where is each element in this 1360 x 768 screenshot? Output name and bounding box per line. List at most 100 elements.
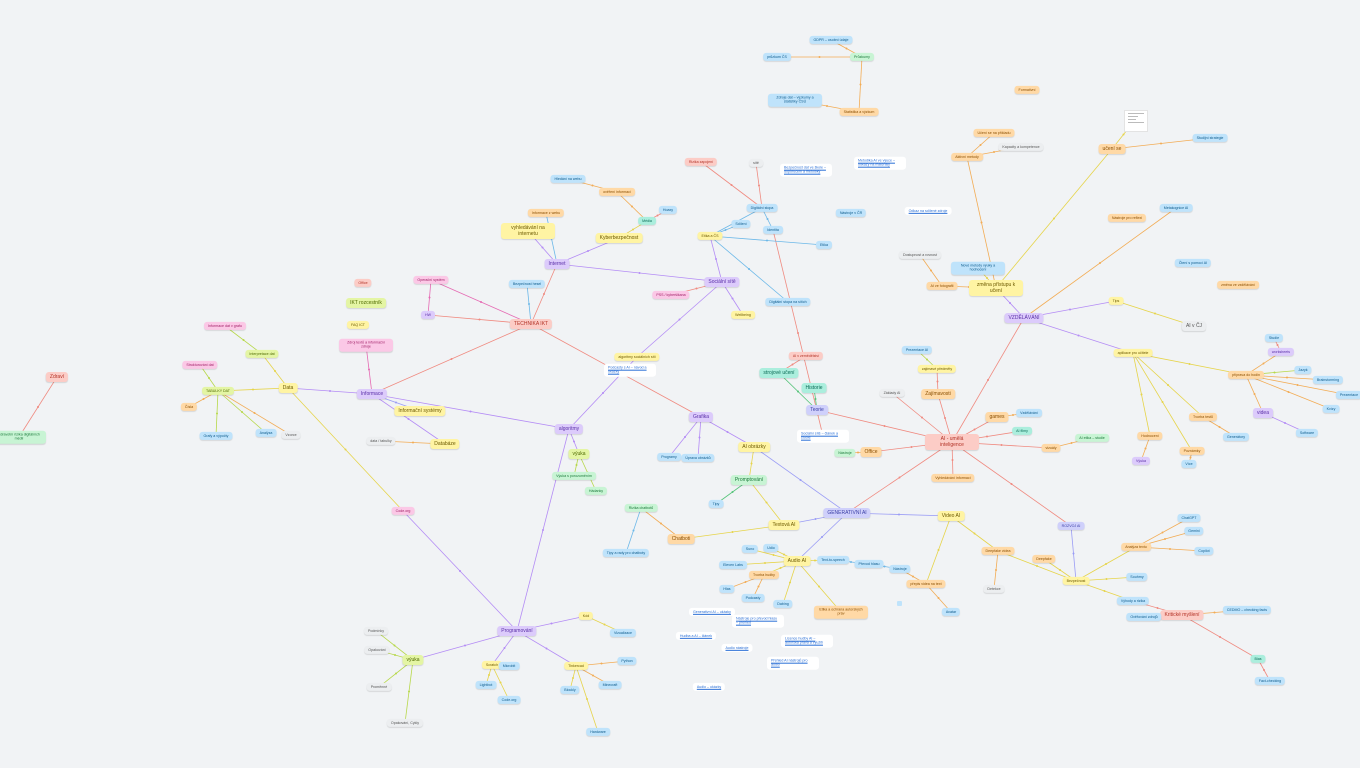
node-deepfake[interactable]: Deepfake (1032, 554, 1056, 564)
node-souhrny[interactable]: Souhrny (1126, 572, 1148, 582)
node-hledani[interactable]: Hledání na webu (550, 174, 586, 184)
node-kod[interactable]: Kód (578, 611, 594, 621)
node-overeni[interactable]: ověření informací (599, 187, 635, 197)
node-zdravrizika[interactable]: Zdravotní rizika digitálních médií (0, 430, 46, 444)
node-faq[interactable]: FAQ ICT (347, 320, 369, 330)
node-tinkercad[interactable]: Tinkercad (564, 661, 588, 671)
node-genai[interactable]: GENERATIVNÍ AI (823, 508, 871, 518)
node-stopasite[interactable]: Digitální stopa na sítích (765, 297, 811, 307)
node-identita[interactable]: Identita (763, 225, 783, 235)
node-internet[interactable]: Internet (544, 259, 570, 269)
node-suno[interactable]: Suno (741, 544, 759, 554)
node-grafika[interactable]: Grafika (688, 412, 714, 422)
link-note[interactable]: Odkaz na sdílené zdroje (904, 206, 952, 216)
node-hadanky[interactable]: Hádanky (584, 486, 608, 496)
node-infsys[interactable]: Informační systémy (394, 406, 446, 416)
node-prompt[interactable]: Promptování (730, 475, 768, 485)
node-cteni[interactable]: Čtení s pomocí AI (1174, 258, 1212, 268)
node-pruzkumcs[interactable]: průzkum ČS (763, 52, 791, 62)
node-struktdat[interactable]: Strukturování dat (182, 360, 218, 370)
node-podcasty[interactable]: Podcasty (741, 593, 765, 603)
node-hoaxy[interactable]: Hoaxy (658, 205, 678, 215)
node-teorie[interactable]: Teorie (806, 405, 828, 415)
node-office0[interactable]: Office (354, 278, 372, 288)
link-note[interactable]: Generativní AI – ukázky (689, 607, 735, 617)
node-apucitel[interactable]: aplikace pro učitele (1113, 348, 1153, 358)
link-note[interactable]: Licence hudby AI – autorská práva a využ… (781, 634, 833, 648)
node-rizchat[interactable]: Rizika chatbotů (624, 503, 658, 513)
node-rizika[interactable]: Rizika zapojení (684, 157, 718, 167)
node-datatab[interactable]: data / tabulky (366, 436, 396, 446)
node-bezpec[interactable]: Bezpečnost (1062, 576, 1090, 586)
node-factcheck[interactable]: Fact-checking (1254, 676, 1286, 686)
empty-node[interactable] (897, 601, 902, 606)
node-chatboti[interactable]: Chatboti (667, 534, 695, 544)
node-kapacity[interactable]: Kapacity a kompetence (998, 142, 1044, 152)
node-etikaaut[interactable]: Etika a ochrana autorských práv (814, 605, 868, 619)
node-codeorg0[interactable]: Code.org (391, 506, 415, 516)
node-python[interactable]: Python (617, 656, 637, 666)
node-strategie[interactable]: Studijní strategie (1192, 133, 1228, 143)
node-upravy[interactable]: Úprava obrázků (681, 453, 715, 463)
link-note[interactable]: Sociální sítě – článek a studie (797, 429, 849, 443)
node-uceniprik[interactable]: Učení se na příkladu (973, 128, 1015, 138)
node-analtext[interactable]: Analýza textu (1121, 542, 1151, 552)
node-nastroje[interactable]: Nástroje (889, 564, 911, 574)
link-note[interactable]: Přehled AI nástrojů pro audio (767, 656, 819, 670)
node-algoritmy[interactable]: algoritmy (554, 424, 584, 434)
node-brainst[interactable]: Brainstorming (1312, 375, 1344, 385)
node-overzdroj[interactable]: Ověřování zdrojů (1126, 612, 1162, 622)
node-studie[interactable]: Studie (1264, 333, 1284, 343)
node-vizualy[interactable]: vizuály (1041, 443, 1061, 453)
node-prevod[interactable]: Převod hlasu (854, 559, 884, 569)
image-thumbnail[interactable] (1124, 110, 1148, 132)
node-programy[interactable]: Programy (657, 452, 681, 462)
node-historie[interactable]: Historie (801, 383, 827, 393)
node-vyuka1[interactable]: výuka (568, 449, 590, 459)
node-digstopa[interactable]: Digitální stopa (746, 203, 778, 213)
node-jazyk[interactable]: Jazyk (1294, 365, 1312, 375)
node-ucenise[interactable]: učení se (1098, 144, 1126, 154)
node-aifoto[interactable]: AI ve fotografii (926, 281, 958, 291)
node-wellbeing[interactable]: Wellbeing (731, 310, 755, 320)
node-os[interactable]: Operační systém (413, 275, 449, 285)
node-databaze[interactable]: Databáze (430, 439, 460, 449)
node-strojuc[interactable]: strojové učení (759, 368, 799, 378)
node-interpret[interactable]: Interpretace dat (245, 349, 279, 359)
node-tabulky[interactable]: TABULKY DAT (202, 386, 234, 396)
node-aktivni[interactable]: Aktivní metody (951, 152, 983, 162)
node-eleven[interactable]: Eleven Labs (719, 560, 747, 570)
node-vyukapor[interactable]: Výuka s porozuměním (552, 471, 596, 481)
node-blockly[interactable]: Blockly (560, 685, 580, 695)
node-vyhlinf[interactable]: Vyhledávání informací (931, 473, 975, 483)
node-audioai[interactable]: Audio AI (783, 556, 811, 566)
node-microbit[interactable]: Microbit (498, 661, 520, 671)
node-codeorg[interactable]: Code.org (497, 695, 521, 705)
node-copilot[interactable]: Copilot (1194, 546, 1214, 556)
node-technika[interactable]: TECHNIKA IKT (509, 319, 553, 329)
node-vzdelavani[interactable]: VZDĚLÁVÁNÍ (1004, 313, 1044, 323)
node-vice[interactable]: Více (1181, 459, 1197, 469)
node-hardware[interactable]: Hardware (586, 727, 610, 737)
node-udio[interactable]: Udio (763, 543, 779, 553)
node-data[interactable]: Data (278, 383, 298, 393)
node-dabing[interactable]: Dabing (773, 599, 793, 609)
node-textai[interactable]: Textová AI (768, 520, 800, 530)
node-aietika[interactable]: AI etika – studie (1075, 433, 1109, 443)
link-note[interactable]: Podcasty s AI – návod a ukázky (604, 363, 656, 377)
node-infoweb[interactable]: Informace z webu (527, 208, 565, 218)
node-nastroff[interactable]: Nástroje (834, 448, 856, 458)
node-program[interactable]: Programování (497, 626, 537, 636)
link-note[interactable]: Hudba a AI – článek (675, 631, 717, 641)
node-tipychat[interactable]: Tipy a rady pro chatboty (602, 548, 650, 558)
node-site[interactable]: sítě (749, 158, 763, 168)
node-grafy[interactable]: Grafy a výpočty (199, 431, 233, 441)
node-zakladyai[interactable]: Základy AI (879, 388, 905, 398)
node-priprava[interactable]: příprava do hodin (1228, 370, 1264, 380)
node-kvizy[interactable]: Kvízy (1322, 404, 1340, 414)
node-aicj[interactable]: AI v ČJ (1181, 321, 1207, 331)
node-etika[interactable]: Etika (816, 240, 832, 250)
node-zmenapr[interactable]: změna přístupu k učení (969, 280, 1023, 296)
node-aifilmy[interactable]: AI filmy (1012, 426, 1032, 436)
node-scratch[interactable]: Scratch (481, 660, 503, 670)
